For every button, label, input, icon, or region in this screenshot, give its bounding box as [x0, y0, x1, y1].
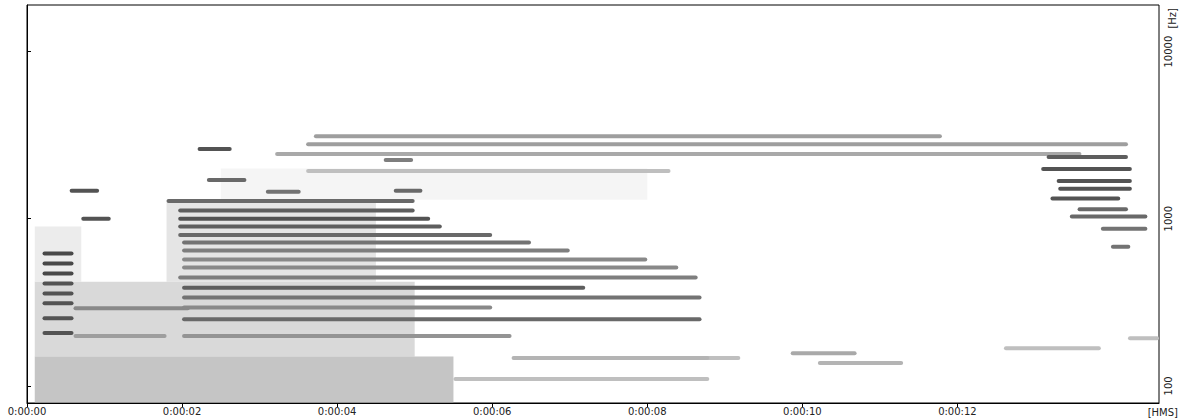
svg-text:0:00:02: 0:00:02: [163, 406, 202, 417]
svg-text:0:00:10: 0:00:10: [783, 406, 822, 417]
svg-text:[Hz]: [Hz]: [1167, 8, 1178, 29]
svg-text:0:00:04: 0:00:04: [318, 406, 357, 417]
svg-text:0:00:00: 0:00:00: [8, 406, 47, 417]
svg-text:0:00:06: 0:00:06: [473, 406, 512, 417]
svg-text:100: 100: [1163, 376, 1174, 395]
svg-text:1000: 1000: [1163, 206, 1174, 231]
svg-text:10000: 10000: [1163, 36, 1174, 68]
svg-text:[HMS]: [HMS]: [1148, 407, 1178, 418]
svg-text:0:00:08: 0:00:08: [628, 406, 667, 417]
svg-text:0:00:12: 0:00:12: [938, 406, 977, 417]
